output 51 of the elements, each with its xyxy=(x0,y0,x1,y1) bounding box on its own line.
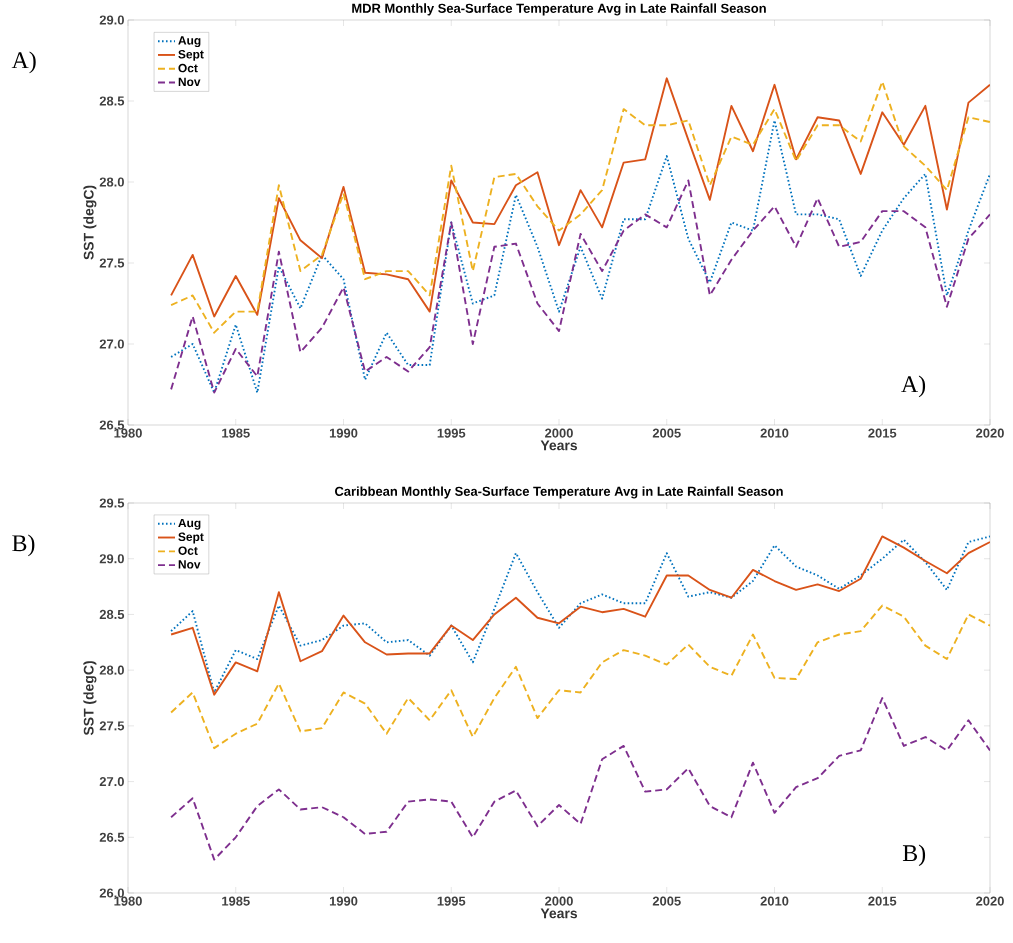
annotation: B) xyxy=(902,844,926,867)
x-tick-label: 1985 xyxy=(222,428,250,438)
x-axis-title: Years xyxy=(540,908,578,919)
legend-label: Sept xyxy=(178,532,204,544)
y-tick-label: 28.5 xyxy=(99,96,125,106)
x-tick-label: 2005 xyxy=(652,428,681,438)
x-tick-label: 2010 xyxy=(760,896,789,906)
legend-label: Aug xyxy=(178,518,201,530)
x-tick-label: 1980 xyxy=(114,896,142,906)
chart-title: Caribbean Monthly Sea-Surface Temperature Avg in Late Rainfall Season xyxy=(334,486,783,499)
x-tick-label: 1995 xyxy=(437,896,466,906)
x-tick-label: 2000 xyxy=(545,428,573,438)
y-tick-label: 26.5 xyxy=(99,832,125,842)
y-tick-label: 29.0 xyxy=(99,15,124,25)
y-tick-label: 28.0 xyxy=(99,177,124,187)
y-tick-label: 28.0 xyxy=(99,665,124,675)
y-tick-label: 29.0 xyxy=(99,554,124,564)
x-tick-label: 1990 xyxy=(329,428,358,438)
y-tick-label: 27.0 xyxy=(99,339,124,349)
x-tick-label: 1980 xyxy=(114,428,142,438)
text: A) xyxy=(11,51,36,74)
x-tick-label: 1995 xyxy=(437,428,466,438)
x-axis-title: Years xyxy=(540,440,578,451)
y-tick-label: 27.0 xyxy=(99,776,124,787)
legend-label: Oct xyxy=(178,63,198,73)
legend-label: Sept xyxy=(178,50,204,61)
x-tick-label: 2010 xyxy=(760,428,789,438)
y-tick-label: 28.5 xyxy=(99,609,125,620)
x-tick-label: 2020 xyxy=(976,896,1004,906)
legend-label: Oct xyxy=(178,546,198,555)
line-series xyxy=(170,604,991,750)
legend-label: Nov xyxy=(178,560,201,569)
annotation: A) xyxy=(901,375,926,398)
y-tick-label: 27.5 xyxy=(99,258,125,268)
x-tick-label: 2000 xyxy=(545,896,573,906)
x-tick-label: 2015 xyxy=(868,428,897,438)
y-tick-label: 29.5 xyxy=(99,498,125,508)
text: B) xyxy=(12,534,35,557)
legend-label: Nov xyxy=(178,77,201,87)
x-tick-label: 2005 xyxy=(652,896,681,906)
y-axis-title: SST (degC) xyxy=(83,661,97,736)
legend-label: Aug xyxy=(178,36,201,48)
y-axis-title: SST (degC) xyxy=(83,185,97,260)
y-tick-label: 26.0 xyxy=(99,888,124,898)
x-tick-label: 1985 xyxy=(222,896,250,906)
chart-title: MDR Monthly Sea-Surface Temperature Avg in Late Rainfall Season xyxy=(352,3,766,16)
x-tick-label: 2015 xyxy=(868,896,897,906)
y-tick-label: 27.5 xyxy=(99,721,125,731)
y-tick-label: 26.5 xyxy=(99,420,125,430)
x-tick-label: 2020 xyxy=(976,428,1004,438)
x-tick-label: 1990 xyxy=(329,896,358,906)
